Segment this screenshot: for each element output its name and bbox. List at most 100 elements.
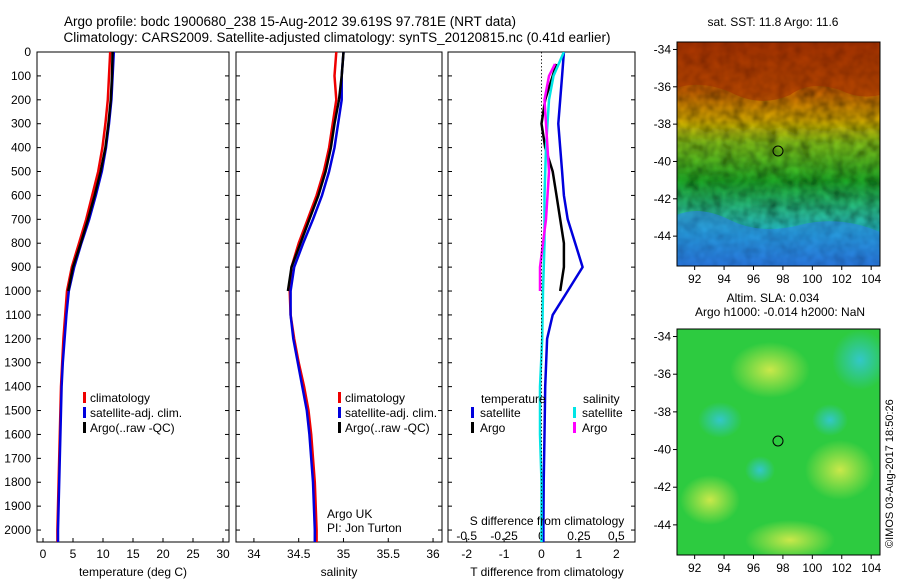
sst-map-x-axis: 92 94 96 98 100 102 104 [688, 266, 882, 286]
temperature-lines [56, 52, 116, 542]
salinity-legend: climatology satellite-adj. clim. Argo(..… [327, 391, 437, 535]
map-x-tick-label: 98 [776, 561, 790, 575]
depth-tick-label: 600 [11, 188, 31, 202]
s-diff-tick-label: 0.25 [567, 529, 591, 543]
depth-tick-label: 900 [11, 260, 31, 274]
series-line-salinity-argo [538, 63, 557, 291]
series-line-temperature-argo [540, 63, 566, 292]
legend-swatch-climatology [83, 392, 86, 403]
map-y-tick-label: -40 [654, 154, 672, 168]
map-y-tick-label: -42 [654, 192, 672, 206]
x-tick-label: 20 [156, 547, 170, 561]
map-y-tick-label: -40 [654, 443, 672, 457]
sla-map-image [677, 329, 880, 555]
depth-tick-label: 1200 [4, 332, 31, 346]
difference-legend: temperature salinity satellite Argo sate… [471, 392, 623, 435]
x-tick-label: 34.5 [287, 547, 311, 561]
temperature-xlabel: temperature (deg C) [79, 565, 187, 579]
temperature-legend: climatology satellite-adj. clim. Argo(..… [83, 391, 182, 435]
series-line-satellite-adj-clim- [289, 52, 345, 542]
depth-tick-label: 1300 [4, 356, 31, 370]
legend-swatch-climatology [338, 392, 341, 403]
map-x-tick-label: 102 [832, 272, 852, 286]
legend-label-temp-argo: Argo [480, 421, 506, 435]
x-tick-label: 2 [613, 547, 620, 561]
map-x-tick-label: 92 [688, 272, 702, 286]
x-tick-label: 34 [247, 547, 261, 561]
map-x-tick-label: 102 [832, 561, 852, 575]
principal-investigator-note: PI: Jon Turton [327, 521, 402, 535]
depth-tick-label: 200 [11, 93, 31, 107]
legend-label-satellite: satellite-adj. clim. [90, 406, 182, 420]
sla-map-title: Altim. SLA: 0.034 [727, 291, 820, 305]
depth-tick-label: 100 [11, 69, 31, 83]
depth-tick-label: 1400 [4, 380, 31, 394]
legend-swatch-satellite [338, 407, 341, 418]
legend-label-argo: Argo(..raw -QC) [90, 421, 175, 435]
x-tick-label: 35.5 [377, 547, 401, 561]
legend-label-sal-argo: Argo [582, 421, 608, 435]
map-x-tick-label: 96 [747, 561, 761, 575]
depth-tick-label: 0 [24, 45, 31, 59]
legend-title-temperature: temperature [481, 392, 546, 406]
depth-tick-label: 400 [11, 141, 31, 155]
figure-subtitle: Climatology: CARS2009. Satellite-adjuste… [63, 30, 610, 45]
depth-tick-label: 1000 [4, 284, 31, 298]
sla-map-y-axis: -34 -36 -38 -40 -42 -44 [654, 330, 677, 532]
t-difference-x-axis: -2 -1 0 1 2 [461, 538, 620, 561]
x-tick-label: 0 [40, 547, 47, 561]
depth-tick-label: 1500 [4, 404, 31, 418]
s-diff-tick-label: 0.5 [608, 529, 625, 543]
s-diff-tick-label: -0.25 [490, 529, 518, 543]
x-tick-label: 10 [96, 547, 110, 561]
depth-tick-label: 500 [11, 165, 31, 179]
x-tick-label: 36 [426, 547, 440, 561]
depth-tick-label: 1100 [5, 308, 31, 322]
x-tick-label: -2 [461, 547, 472, 561]
argo-location-marker [772, 145, 784, 157]
x-tick-label: 15 [126, 547, 140, 561]
map-x-tick-label: 104 [861, 561, 881, 575]
legend-label-climatology: climatology [90, 391, 150, 405]
map-x-tick-label: 100 [802, 272, 822, 286]
sla-map-x-axis: 92 94 96 98 100 102 104 [688, 555, 882, 575]
salinity-x-axis: 34 34.5 35 35.5 36 [247, 538, 440, 561]
depth-tick-label: 2000 [4, 523, 31, 537]
map-y-tick-label: -36 [654, 367, 672, 381]
legend-swatch-argo [338, 422, 341, 433]
map-x-tick-label: 98 [776, 272, 790, 286]
legend-swatch-argo [83, 422, 86, 433]
sla-map-subtitle: Argo h1000: -0.014 h2000: NaN [695, 305, 865, 319]
legend-swatch-temp-satellite [471, 407, 474, 418]
temperature-x-axis: 0 5 10 15 20 25 30 [40, 538, 230, 561]
map-y-tick-label: -44 [654, 229, 672, 243]
map-x-tick-label: 94 [717, 561, 731, 575]
depth-axis: 0 100 200 300 400 500 600 700 800 900 1000 1100 1200… [4, 45, 635, 537]
map-x-tick-label: 104 [861, 272, 881, 286]
series-line-argo-raw-qc- [286, 52, 345, 292]
sst-map-y-axis: -34 -36 -38 -40 -42 -44 [654, 42, 677, 243]
argo-location-marker [772, 435, 784, 447]
x-tick-label: 0 [538, 547, 545, 561]
s-difference-label: S difference from climatology [470, 514, 625, 528]
legend-label-argo: Argo(..raw -QC) [345, 421, 430, 435]
map-x-tick-label: 94 [717, 272, 731, 286]
x-tick-label: 1 [576, 547, 583, 561]
x-tick-label: 25 [186, 547, 200, 561]
copyright-stamp: ©IMOS 03-Aug-2017 18:50:26 [884, 399, 896, 548]
depth-tick-label: 1700 [4, 451, 31, 465]
t-difference-xlabel: T difference from climatology [470, 565, 624, 579]
map-y-tick-label: -34 [654, 42, 672, 56]
map-y-tick-label: -34 [654, 330, 672, 344]
difference-lines [538, 52, 584, 542]
x-tick-label: -1 [499, 547, 510, 561]
legend-label-sal-satellite: satellite [582, 406, 623, 420]
series-line-salinity-satellite [538, 52, 566, 542]
sla-map-frame [676, 328, 881, 556]
series-line-climatology [56, 52, 112, 542]
legend-swatch-sal-satellite [573, 407, 576, 418]
map-y-tick-label: -38 [654, 405, 672, 419]
salinity-panel-frame [235, 51, 443, 543]
depth-tick-label: 800 [11, 236, 31, 250]
